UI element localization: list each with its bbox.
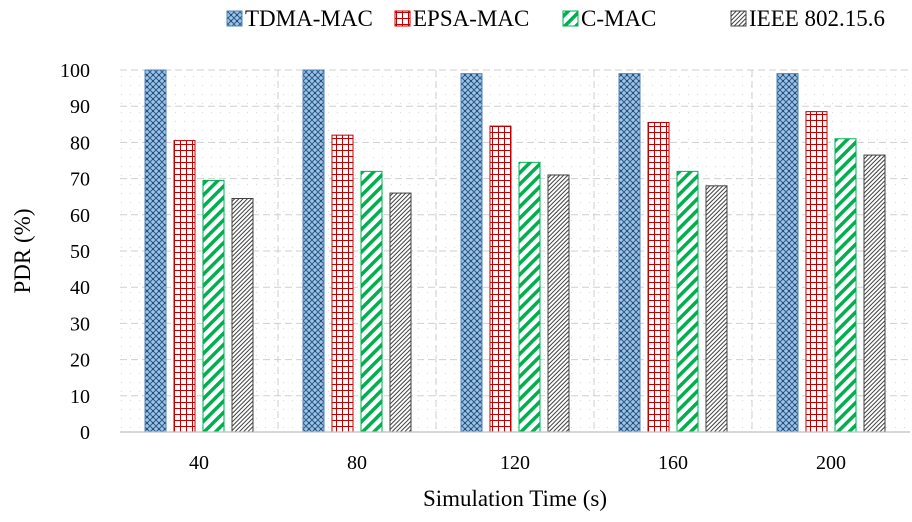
- x-tick-label: 80: [347, 452, 367, 474]
- bar-epsa-mac-200: [805, 111, 828, 433]
- legend-swatch: [226, 10, 243, 27]
- y-axis-title: PDR (%): [10, 209, 35, 294]
- y-axis-tick-labels: 0 10 20 30 40 50 60 70 80 90 100: [60, 60, 90, 444]
- y-tick-label: 20: [70, 350, 90, 372]
- x-tick-label: 40: [189, 452, 209, 474]
- y-tick-label: 30: [70, 313, 90, 335]
- bar-c-mac-200: [834, 138, 857, 433]
- bar-ieee-802-15-6-200: [863, 154, 886, 433]
- bar-tdma-mac-80: [302, 69, 325, 433]
- bar-c-mac-120: [518, 161, 541, 433]
- bar-epsa-mac-40: [173, 140, 196, 433]
- bar-c-mac-160: [676, 170, 699, 433]
- legend-label: TDMA-MAC: [245, 6, 373, 31]
- bar-epsa-mac-160: [647, 121, 670, 433]
- y-tick-label: 50: [70, 241, 90, 263]
- bar-tdma-mac-120: [460, 73, 483, 433]
- y-tick-label: 80: [70, 132, 90, 154]
- bar-epsa-mac-120: [489, 125, 512, 433]
- x-axis-tick-labels: 40 80 120 160 200: [189, 452, 846, 474]
- x-tick-label: 200: [816, 452, 846, 474]
- bar-tdma-mac-200: [776, 73, 799, 433]
- legend-swatch: [730, 10, 747, 27]
- legend-label: C-MAC: [581, 6, 656, 31]
- y-tick-label: 0: [80, 422, 90, 444]
- legend-swatch: [394, 10, 411, 27]
- legend-label: EPSA-MAC: [413, 6, 529, 31]
- bar-tdma-mac-40: [144, 69, 167, 433]
- x-tick-label: 160: [658, 452, 688, 474]
- legend: TDMA-MAC EPSA-MAC C-MAC IEEE 802.15.6: [226, 6, 885, 31]
- bar-series: [144, 69, 886, 433]
- y-tick-label: 70: [70, 169, 90, 191]
- bar-ieee-802-15-6-80: [389, 192, 412, 433]
- bar-epsa-mac-80: [331, 134, 354, 433]
- bar-ieee-802-15-6-40: [231, 198, 254, 433]
- legend-swatch: [562, 10, 579, 27]
- gridlines: [120, 69, 910, 432]
- bar-c-mac-40: [202, 179, 225, 433]
- bar-ieee-802-15-6-160: [705, 185, 728, 433]
- y-tick-label: 90: [70, 96, 90, 118]
- y-tick-label: 60: [70, 205, 90, 227]
- bar-ieee-802-15-6-120: [547, 174, 570, 433]
- y-tick-label: 10: [70, 386, 90, 408]
- x-tick-label: 120: [500, 452, 530, 474]
- bar-c-mac-80: [360, 170, 383, 433]
- legend-label: IEEE 802.15.6: [749, 6, 885, 31]
- x-axis-title: Simulation Time (s): [423, 486, 607, 511]
- y-tick-label: 40: [70, 277, 90, 299]
- y-tick-label: 100: [60, 60, 90, 82]
- bar-tdma-mac-160: [618, 73, 641, 433]
